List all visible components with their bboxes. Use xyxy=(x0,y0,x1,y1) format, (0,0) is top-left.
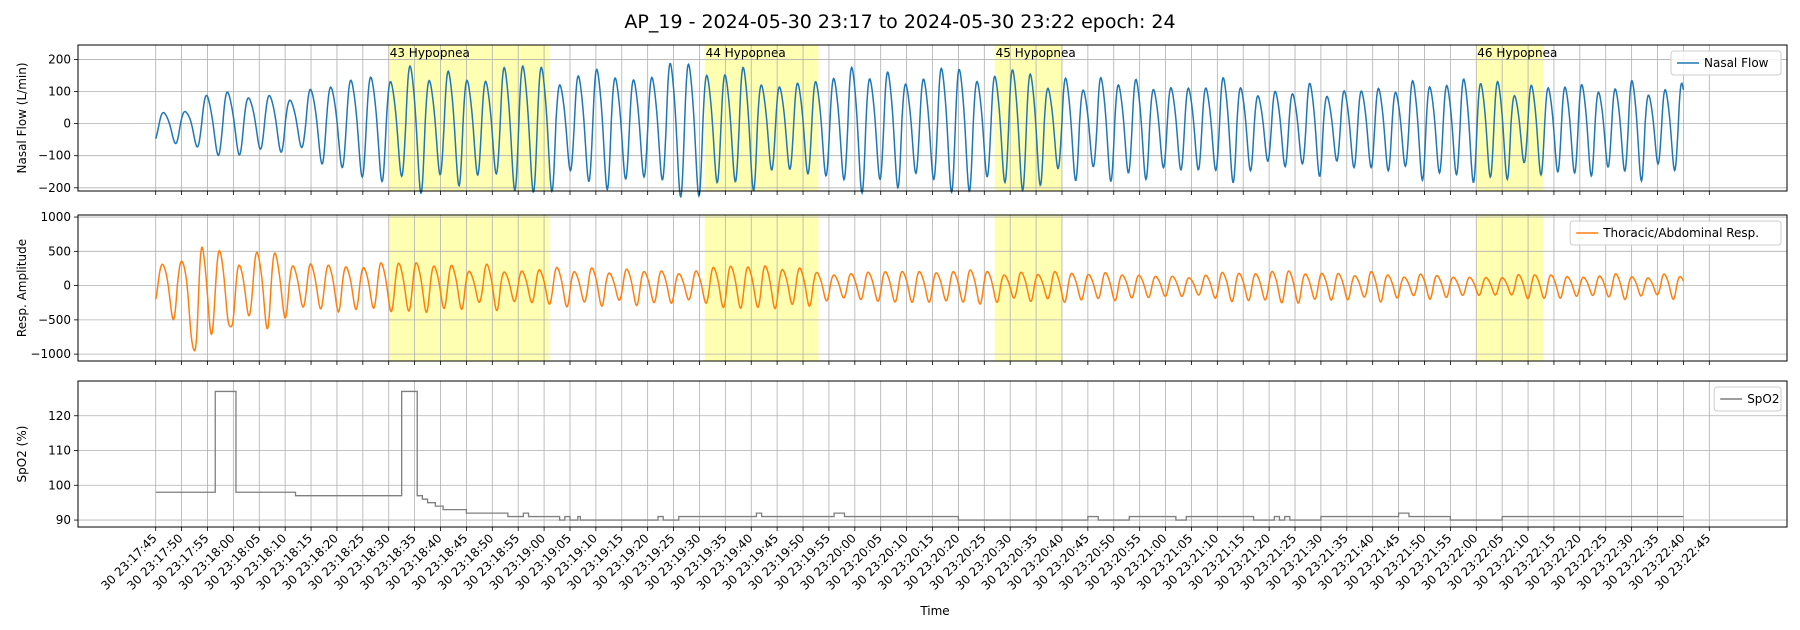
y-tick-label: −100 xyxy=(38,149,71,163)
legend-box xyxy=(1713,386,1782,412)
y-tick-label: 90 xyxy=(56,513,71,527)
event-label: 45 Hypopnea xyxy=(996,46,1076,60)
event-label: 43 Hypopnea xyxy=(390,46,470,60)
y-axis-label: SpO2 (%) xyxy=(15,426,29,483)
legend-box xyxy=(1569,220,1782,246)
event-shade xyxy=(388,45,550,191)
y-tick-label: −500 xyxy=(38,313,71,327)
event-label: 46 Hypopnea xyxy=(1477,46,1557,60)
y-axis-label: Resp. Amplitude xyxy=(15,239,29,337)
legend-box xyxy=(1670,50,1782,76)
legend-label: SpO2 xyxy=(1747,392,1779,406)
event-shade xyxy=(704,45,819,191)
series-line xyxy=(155,390,1684,521)
series-layer xyxy=(154,62,1685,521)
plot-frame xyxy=(77,44,1788,192)
legend-label: Thoracic/Abdominal Resp. xyxy=(1602,226,1759,240)
y-tick-label: 100 xyxy=(48,478,71,492)
y-tick-label: 1000 xyxy=(40,210,71,224)
grid-layer xyxy=(78,45,1787,527)
y-tick-label: 0 xyxy=(63,279,71,293)
event-shade xyxy=(1476,45,1544,191)
y-tick-label: 110 xyxy=(48,444,71,458)
event-shade xyxy=(1476,215,1544,361)
y-tick-label: 0 xyxy=(63,117,71,131)
series-line xyxy=(154,62,1685,199)
y-tick-label: 100 xyxy=(48,85,71,99)
event-shade xyxy=(994,215,1062,361)
y-tick-label: −1000 xyxy=(30,347,71,361)
y-tick-label: −200 xyxy=(38,181,71,195)
y-tick-label: 120 xyxy=(48,409,71,423)
plot-frame xyxy=(77,380,1788,528)
y-tick-label: 500 xyxy=(48,244,71,258)
event-shade xyxy=(994,45,1062,191)
chart-title: AP_19 - 2024-05-30 23:17 to 2024-05-30 2… xyxy=(624,11,1175,33)
legend-label: Nasal Flow xyxy=(1704,56,1769,70)
axes-layer xyxy=(74,44,1788,531)
event-label: 44 Hypopnea xyxy=(706,46,786,60)
x-axis-label: Time xyxy=(919,604,949,618)
event-shade xyxy=(388,215,550,361)
series-line xyxy=(154,246,1685,352)
y-axis-label: Nasal Flow (L/min) xyxy=(15,62,29,173)
plot-frame xyxy=(77,214,1788,362)
y-tick-label: 200 xyxy=(48,52,71,66)
